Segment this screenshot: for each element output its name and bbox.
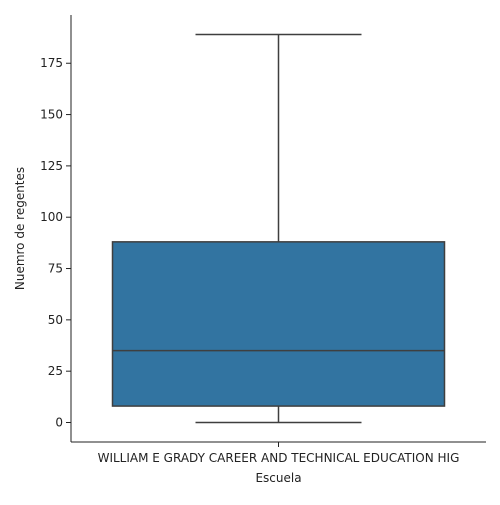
x-ticks: WILLIAM E GRADY CAREER AND TECHNICAL EDU… xyxy=(98,442,460,465)
y-tick-label: 175 xyxy=(40,56,63,70)
x-axis-label: Escuela xyxy=(255,471,301,485)
y-tick-label: 100 xyxy=(40,210,63,224)
y-tick-label: 0 xyxy=(55,415,63,429)
y-tick-label: 50 xyxy=(48,313,63,327)
y-ticks: 0 25 50 75 100 125 150 175 xyxy=(40,56,71,429)
iqr-box xyxy=(111,241,446,407)
y-tick-label: 150 xyxy=(40,108,63,122)
y-axis-label: Nuemro de regentes xyxy=(13,167,27,290)
y-tick-label: 125 xyxy=(40,159,63,173)
box-plot xyxy=(111,33,446,424)
y-tick-label: 25 xyxy=(48,364,63,378)
x-tick-label: WILLIAM E GRADY CAREER AND TECHNICAL EDU… xyxy=(98,451,460,465)
y-tick-label: 75 xyxy=(48,262,63,276)
box-group xyxy=(111,33,446,424)
